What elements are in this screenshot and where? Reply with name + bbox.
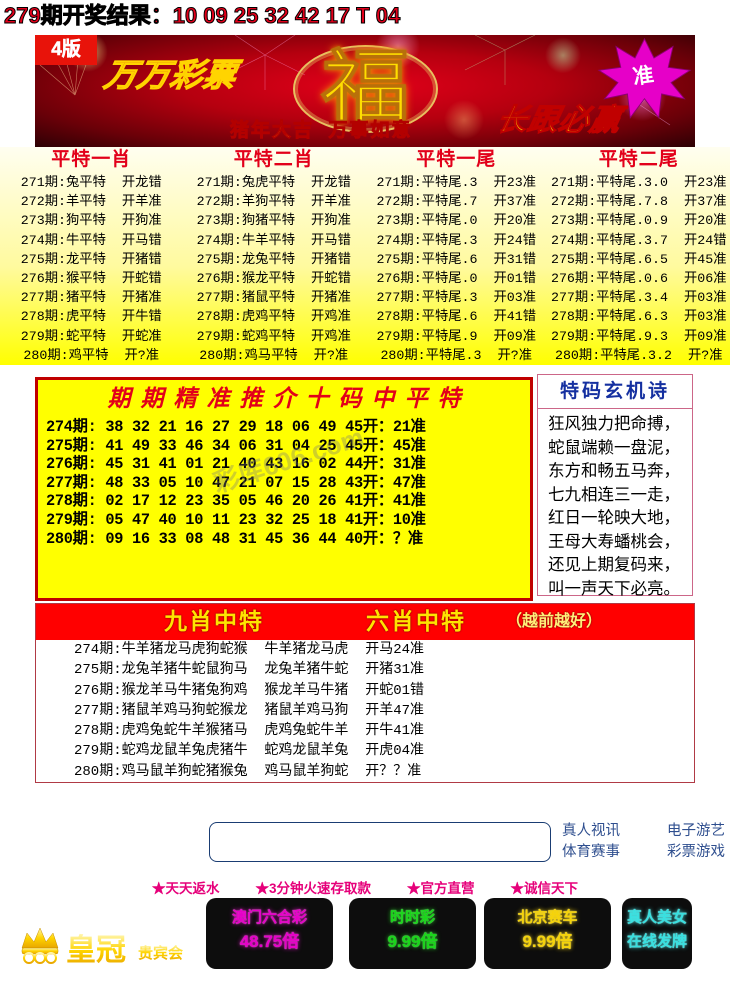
svg-text:贵宾会: 贵宾会 xyxy=(138,944,183,962)
svg-text:准: 准 xyxy=(631,62,655,89)
svg-text:皇冠: 皇冠 xyxy=(66,934,126,967)
